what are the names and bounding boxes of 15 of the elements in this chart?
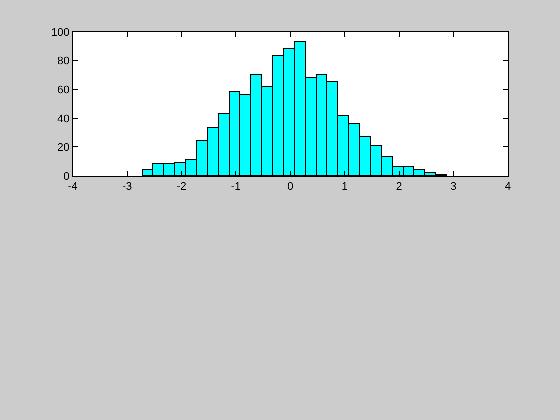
x-tick-label: -4 [68, 181, 78, 194]
y-tick-label: 80 [58, 56, 70, 68]
y-tick-label: 0 [64, 170, 70, 183]
y-tick-label: 100 [51, 26, 70, 39]
y-tick-label: 40 [58, 113, 70, 126]
y-tick-label: 20 [58, 142, 70, 154]
x-tick-label: -1 [231, 181, 242, 194]
x-tick-label: 0 [287, 181, 294, 194]
x-tick-label: 1 [342, 181, 348, 194]
x-tick-label: 2 [396, 181, 402, 194]
x-tick-label: 4 [504, 181, 512, 194]
x-tick-label: -2 [176, 181, 187, 194]
x-tick-label: 3 [450, 181, 457, 194]
y-tick-label: 60 [58, 84, 70, 96]
x-tick-label: -3 [122, 181, 132, 194]
